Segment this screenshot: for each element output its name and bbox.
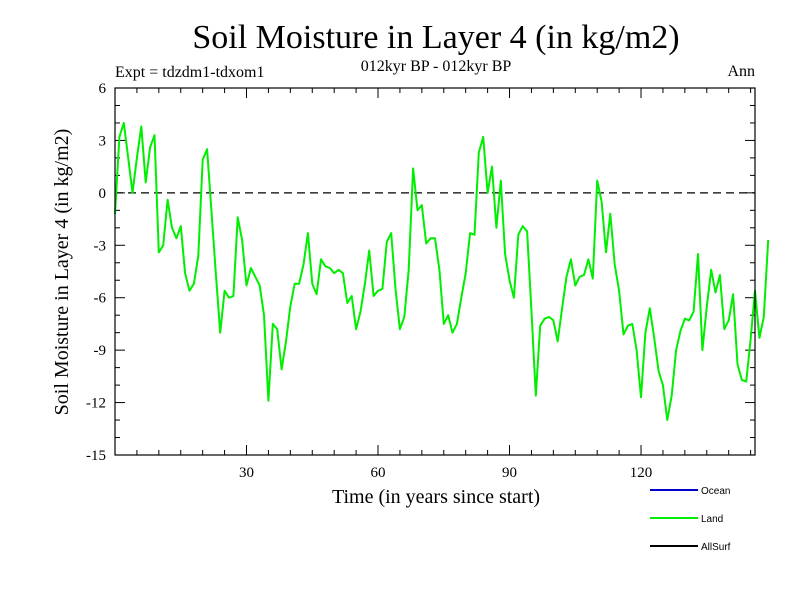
y-tick-label: -3 xyxy=(94,238,107,254)
y-tick-label: -6 xyxy=(94,291,107,307)
legend: Ocean Land AllSurf xyxy=(650,486,731,553)
x-tick-label: 90 xyxy=(502,465,517,481)
y-tick-label: -12 xyxy=(86,396,106,412)
x-tick-labels: 30 60 90 120 xyxy=(239,465,652,481)
plot-area-frame xyxy=(114,87,756,456)
x-tick-label: 120 xyxy=(630,465,653,481)
y-tick-label: 0 xyxy=(99,186,107,202)
chart-subtitle: 012kyr BP - 012kyr BP xyxy=(361,58,512,75)
experiment-label: Expt = tdzdm1-tdxom1 xyxy=(115,64,264,81)
y-tick-label: 6 xyxy=(99,81,107,97)
x-tick-label: 30 xyxy=(239,465,254,481)
season-label: Ann xyxy=(727,63,755,80)
y-tick-label: 3 xyxy=(99,133,107,149)
series-lines xyxy=(114,122,770,421)
axis-ticks xyxy=(115,88,755,455)
chart-title: Soil Moisture in Layer 4 (in kg/m2) xyxy=(192,19,679,56)
series-line-land xyxy=(114,122,770,421)
y-axis-label: Soil Moisture in Layer 4 (in kg/m2) xyxy=(51,129,73,416)
y-tick-label: -15 xyxy=(86,448,106,464)
legend-label-ocean: Ocean xyxy=(701,486,730,497)
legend-label-land: Land xyxy=(701,514,723,525)
y-tick-label: -9 xyxy=(94,343,107,359)
y-tick-labels: -15 -12 -9 -6 -3 0 3 6 xyxy=(86,81,107,464)
legend-label-allsurf: AllSurf xyxy=(701,542,731,553)
x-axis-label: Time (in years since start) xyxy=(332,486,540,508)
x-tick-label: 60 xyxy=(371,465,386,481)
